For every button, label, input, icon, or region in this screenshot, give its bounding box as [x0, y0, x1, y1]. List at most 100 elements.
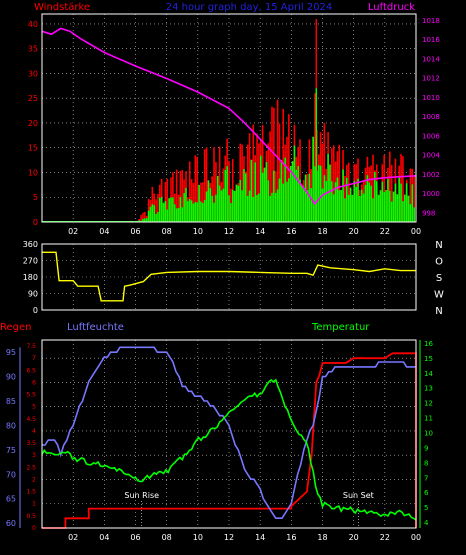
direction-left-tick-label: 0 [33, 306, 38, 315]
temperature-tick-label: 11 [424, 415, 433, 423]
wind-x-tick-label: 16 [286, 227, 296, 236]
rain-line [42, 352, 417, 529]
wind-x-tick-label: 20 [349, 227, 359, 236]
pressure-right-tick-label: 1010 [422, 94, 440, 102]
temperature-title: Temperatur [311, 322, 370, 333]
wind-left-tick-label: 15 [28, 144, 38, 153]
rain-tick-label: 4 [32, 428, 36, 435]
direction-compass-label: N [435, 306, 442, 317]
wind-left-tick-label: 10 [28, 168, 38, 177]
direction-compass-label: W [434, 290, 444, 301]
direction-left-tick-label: 270 [23, 257, 38, 266]
rain-x-tick-label: 02 [68, 533, 78, 542]
grid-layer [42, 14, 416, 528]
rain-tick-label: 1 [32, 501, 36, 508]
wind-left-tick-label: 20 [28, 119, 38, 128]
wind-x-tick-label: 08 [162, 227, 172, 236]
wind-x-tick-label: 22 [380, 227, 390, 236]
rain-tick-label: 6 [32, 379, 36, 386]
humidity-tick-label: 95 [6, 348, 16, 357]
rain-panel-frame [41, 339, 417, 529]
rain-tick-label: 2 [32, 476, 36, 483]
rain-x-tick-label: 06 [130, 533, 140, 542]
pressure-right-tick-label: 1006 [422, 132, 440, 140]
humidity-title: Luftfeuchte [67, 322, 124, 333]
header-left-title: Windstärke [34, 2, 90, 13]
pressure-right-tick-label: 998 [422, 209, 435, 217]
temperature-tick-label: 8 [424, 459, 428, 467]
direction-left-tick-label: 360 [23, 240, 38, 249]
wind-left-tick-label: 35 [28, 45, 38, 54]
rain-tick-label: 4.5 [26, 416, 36, 423]
humidity-tick-label: 65 [6, 495, 16, 504]
rain-tick-label: 6.5 [26, 367, 36, 374]
pressure-right-tick-label: 1014 [422, 55, 440, 63]
humidity-tick-label: 90 [6, 373, 16, 382]
temperature-tick-label: 15 [424, 355, 433, 363]
humidity-tick-label: 70 [6, 470, 16, 479]
rain-x-tick-label: 00 [411, 533, 421, 542]
frame-layer [19, 13, 421, 529]
wind-x-tick-label: 10 [193, 227, 203, 236]
rain-x-tick-label: 12 [224, 533, 234, 542]
temperature-line [41, 378, 417, 521]
humidity-tick-label: 75 [6, 446, 16, 455]
humidity-tick-label: 80 [6, 421, 16, 430]
rain-tick-label: 5.5 [26, 392, 36, 399]
rain-x-tick-label: 18 [317, 533, 327, 542]
humidity-line [42, 346, 416, 520]
wind-x-tick-label: 00 [411, 227, 421, 236]
rain-tick-label: 7.5 [26, 343, 36, 350]
pressure-right-tick-label: 1008 [422, 113, 440, 121]
humidity-tick-label: 60 [6, 519, 16, 528]
rain-tick-label: 3.5 [26, 440, 36, 447]
rain-title: Regen [0, 322, 32, 333]
sun-annotation-label: Sun Rise [124, 491, 159, 500]
humidity-tick-label: 85 [6, 397, 16, 406]
wind-left-tick-label: 30 [28, 69, 38, 78]
sun-annotation-label: Sun Set [343, 491, 374, 500]
pressure-right-tick-label: 1016 [422, 36, 440, 44]
rain-tick-label: 0 [32, 525, 36, 532]
pressure-right-tick-label: 1002 [422, 171, 440, 179]
wind-left-tick-label: 25 [28, 94, 38, 103]
rain-tick-label: 3 [32, 452, 36, 459]
wind-x-tick-label: 18 [317, 227, 327, 236]
series-layer [41, 18, 417, 529]
header-center-title: 24 hour graph day, 15 April 2024 [166, 2, 333, 13]
wind-panel-frame [41, 13, 417, 223]
temperature-tick-label: 13 [424, 385, 433, 393]
direction-compass-label: S [436, 273, 442, 284]
direction-left-tick-label: 180 [23, 273, 38, 282]
rain-x-tick-label: 22 [380, 533, 390, 542]
temperature-tick-label: 6 [424, 489, 429, 497]
wind-x-tick-label: 04 [99, 227, 109, 236]
rain-tick-label: 7 [32, 355, 36, 362]
rain-x-tick-label: 20 [349, 533, 359, 542]
rain-tick-label: 2.5 [26, 464, 36, 471]
rain-x-tick-label: 04 [99, 533, 109, 542]
pressure-right-tick-label: 1004 [422, 152, 440, 160]
wind-x-tick-label: 12 [224, 227, 234, 236]
wind-left-tick-label: 5 [33, 193, 38, 202]
wind-left-tick-label: 40 [28, 20, 38, 29]
rain-tick-label: 1.5 [26, 489, 36, 496]
temperature-tick-label: 14 [424, 370, 433, 378]
direction-compass-label: O [435, 257, 443, 268]
wind-left-tick-label: 0 [33, 218, 38, 227]
direction-compass-label: N [435, 240, 442, 251]
direction-panel-frame [41, 243, 417, 311]
rain-x-tick-label: 14 [255, 533, 265, 542]
wind-x-tick-label: 14 [255, 227, 265, 236]
rain-tick-label: 0.5 [26, 513, 36, 520]
rain-tick-label: 5 [32, 404, 36, 411]
temperature-tick-label: 7 [424, 474, 428, 482]
temperature-tick-label: 12 [424, 400, 433, 408]
wind-x-tick-label: 02 [68, 227, 78, 236]
temperature-tick-label: 5 [424, 504, 428, 512]
pressure-right-tick-label: 1000 [422, 190, 440, 198]
rain-x-tick-label: 10 [193, 533, 203, 542]
pressure-right-tick-label: 1012 [422, 75, 440, 83]
